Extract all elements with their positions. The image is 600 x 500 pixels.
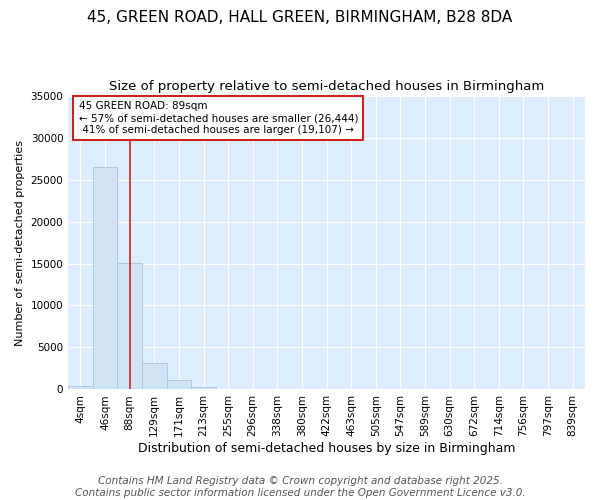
Bar bbox=[142, 362, 167, 390]
Bar bbox=[167, 380, 191, 390]
Bar bbox=[93, 168, 118, 390]
Bar bbox=[68, 386, 93, 390]
Text: 45, GREEN ROAD, HALL GREEN, BIRMINGHAM, B28 8DA: 45, GREEN ROAD, HALL GREEN, BIRMINGHAM, … bbox=[88, 10, 512, 25]
Bar bbox=[191, 386, 216, 390]
Title: Size of property relative to semi-detached houses in Birmingham: Size of property relative to semi-detach… bbox=[109, 80, 544, 93]
Y-axis label: Number of semi-detached properties: Number of semi-detached properties bbox=[15, 140, 25, 346]
Text: 45 GREEN ROAD: 89sqm
← 57% of semi-detached houses are smaller (26,444)
 41% of : 45 GREEN ROAD: 89sqm ← 57% of semi-detac… bbox=[79, 102, 358, 134]
Text: Contains HM Land Registry data © Crown copyright and database right 2025.
Contai: Contains HM Land Registry data © Crown c… bbox=[74, 476, 526, 498]
X-axis label: Distribution of semi-detached houses by size in Birmingham: Distribution of semi-detached houses by … bbox=[138, 442, 515, 455]
Bar bbox=[118, 262, 142, 390]
